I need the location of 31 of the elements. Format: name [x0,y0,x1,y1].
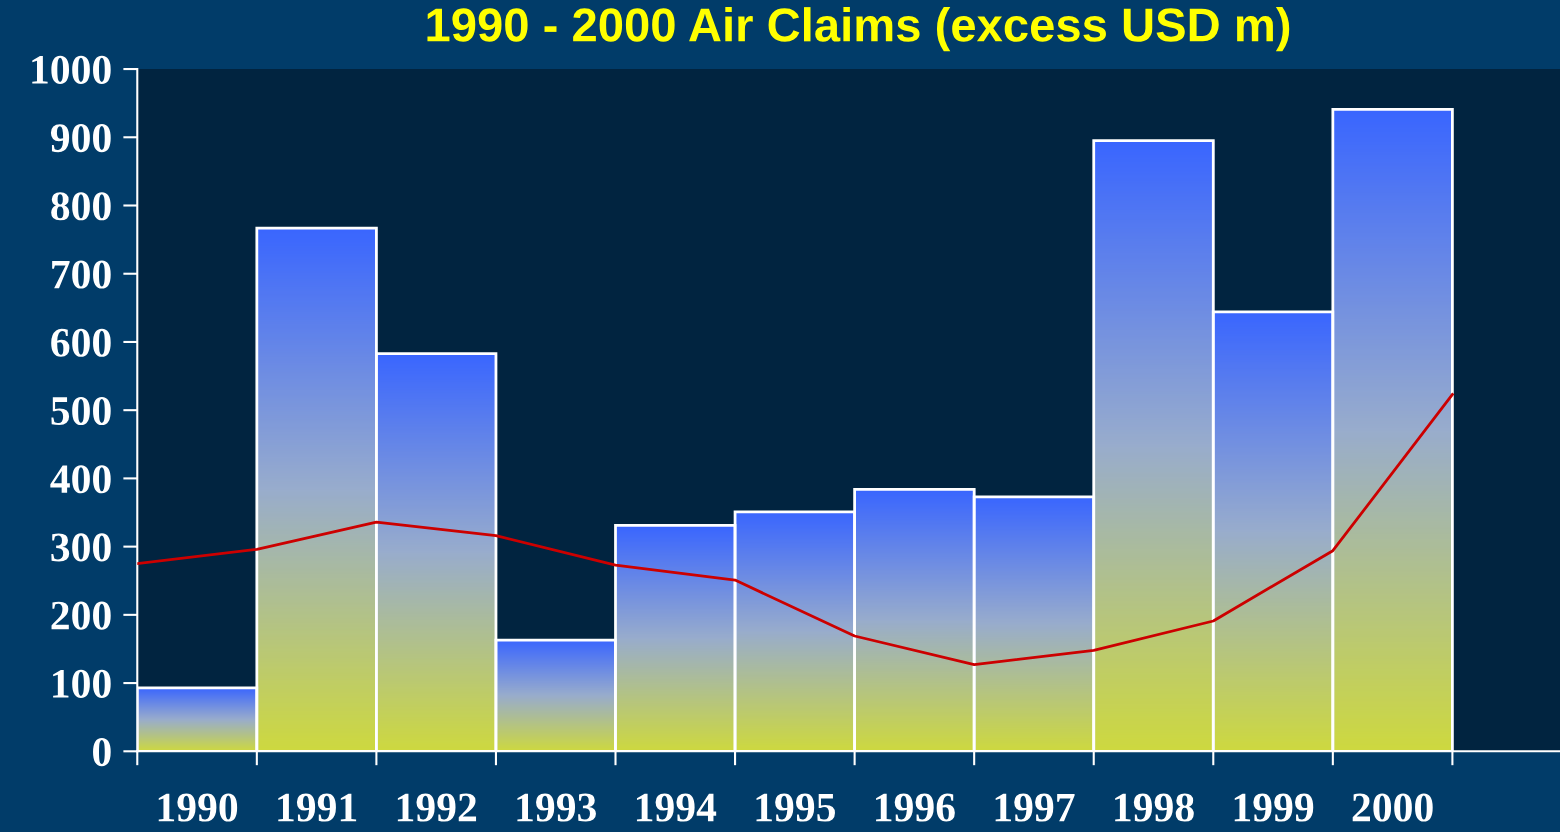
y-tick-label: 600 [51,328,111,357]
y-tick-label: 0 [93,738,111,767]
chart-title: 1990 - 2000 Air Claims (excess USD m) [427,7,1290,52]
x-tick-label: 1995 [756,793,835,822]
y-tick-label: 700 [52,260,111,289]
y-tick-label: 800 [51,192,111,221]
bar [1092,139,1215,752]
y-tick-label: 1000 [32,55,111,84]
x-tick-label: 1992 [397,793,477,822]
bar [375,352,498,752]
bar [853,487,976,752]
y-tick-label: 100 [53,669,111,698]
line-series [137,393,1454,667]
bar [614,524,737,752]
y-tick-label: 500 [51,396,111,426]
x-tick-label: 1998 [1115,793,1194,822]
x-tick-label: 1997 [995,793,1075,822]
y-tick-label: 200 [51,601,111,630]
x-tick-label: 1993 [517,793,596,822]
bar [1331,107,1454,752]
bar [494,638,617,752]
y-tick-label: 400 [50,465,111,494]
x-tick-label: 2000 [1352,793,1433,822]
y-tick-label: 900 [50,124,111,153]
x-tick-label: 1999 [1234,793,1314,822]
x-tick-label: 1994 [636,793,717,822]
y-tick-label: 300 [51,533,111,562]
x-tick-label: 1990 [158,793,238,822]
x-tick-label: 1991 [278,793,357,822]
bar [255,226,378,752]
x-tick-label: 1996 [876,793,955,822]
